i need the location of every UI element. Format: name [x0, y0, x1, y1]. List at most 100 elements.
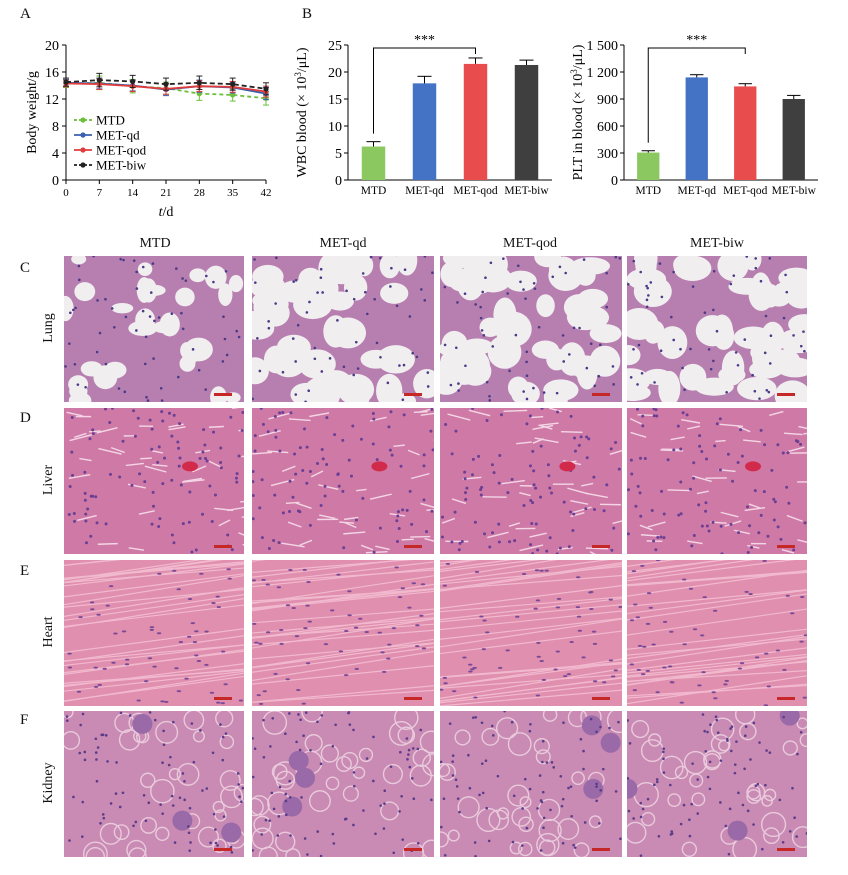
nucleus	[157, 572, 162, 575]
nucleus	[395, 539, 399, 543]
nucleus	[592, 680, 598, 683]
nucleus	[320, 714, 324, 717]
sinusoid	[66, 411, 83, 417]
nucleus	[572, 326, 576, 330]
nucleus	[276, 586, 282, 589]
nucleus	[422, 453, 426, 457]
nucleus	[636, 408, 640, 411]
nucleus	[757, 531, 761, 535]
nucleus	[559, 774, 563, 778]
nucleus	[589, 717, 593, 721]
nucleus	[528, 729, 532, 733]
nucleus	[785, 485, 789, 489]
nucleus	[701, 713, 705, 716]
nucleus	[759, 279, 763, 283]
nucleus	[113, 632, 118, 635]
nucleus	[402, 413, 406, 417]
significance-label: ***	[686, 33, 707, 48]
nucleus	[640, 673, 646, 676]
nucleus	[652, 539, 656, 543]
nucleus	[781, 840, 785, 844]
nucleus	[209, 691, 215, 694]
nucleus	[225, 353, 229, 357]
nucleus	[539, 444, 543, 448]
nucleus	[303, 627, 308, 630]
muscle-fiber	[64, 604, 244, 628]
bar	[782, 99, 805, 180]
alveolus	[271, 347, 307, 378]
nucleus	[252, 622, 257, 625]
nucleus	[256, 337, 259, 340]
nucleus	[319, 276, 323, 280]
nucleus	[781, 451, 785, 455]
nucleus	[95, 779, 99, 783]
histology-image-kidney-mtd	[64, 711, 244, 857]
nucleus	[556, 597, 562, 600]
muscle-fiber	[252, 613, 434, 639]
nucleus	[571, 529, 575, 533]
sinusoid	[737, 425, 751, 433]
scale-bar	[592, 697, 610, 700]
nucleus	[172, 569, 177, 572]
nucleus	[101, 733, 105, 737]
nucleus	[479, 493, 483, 497]
nucleus	[419, 728, 423, 732]
sinusoid	[724, 520, 742, 527]
nucleus	[454, 346, 458, 350]
nucleus	[72, 511, 76, 515]
nucleus	[150, 447, 154, 451]
scale-bar	[214, 393, 232, 396]
nucleus	[128, 714, 132, 717]
nucleus	[636, 668, 641, 671]
nucleus	[715, 718, 719, 722]
sinusoid	[288, 418, 311, 422]
nucleus	[296, 323, 300, 327]
bar-group	[734, 83, 757, 180]
row-label-lung: Lung	[41, 313, 56, 343]
nucleus	[670, 315, 673, 319]
nucleus	[178, 796, 182, 800]
y-tick-label: 8	[52, 120, 59, 135]
x-tick-label: 42	[261, 187, 272, 199]
nucleus	[184, 279, 188, 282]
muscle-fiber	[252, 567, 434, 588]
sinusoid	[310, 470, 324, 478]
nucleus	[309, 749, 312, 752]
nucleus	[98, 331, 102, 335]
nucleus	[405, 508, 409, 512]
y-tick-label: 5	[335, 147, 342, 162]
nucleus	[426, 371, 430, 374]
nucleus	[645, 669, 651, 672]
nucleus	[252, 579, 257, 582]
nucleus	[536, 641, 541, 644]
nucleus	[551, 275, 555, 279]
nucleus	[219, 460, 223, 464]
nucleus	[637, 343, 641, 347]
nucleus	[582, 767, 585, 771]
nucleus	[677, 513, 681, 517]
alveolus	[784, 276, 807, 309]
nucleus	[293, 452, 297, 456]
nucleus	[90, 608, 95, 611]
nucleus	[672, 338, 676, 342]
muscle-fiber	[64, 574, 244, 606]
sinusoid	[74, 432, 87, 438]
sinusoid	[252, 451, 273, 455]
tubule	[252, 795, 270, 816]
alveolus	[643, 320, 663, 344]
sinusoid	[572, 506, 592, 514]
legend-label: MET-qd	[96, 128, 140, 143]
nucleus	[124, 663, 130, 666]
nucleus	[679, 447, 683, 451]
nucleus	[284, 799, 288, 803]
alveolus	[252, 264, 284, 289]
nucleus	[152, 665, 157, 668]
nucleus	[490, 463, 494, 467]
nucleus	[633, 603, 638, 606]
significance-label: ***	[414, 33, 435, 48]
nucleus	[679, 512, 683, 516]
tubule	[447, 829, 460, 842]
sinusoid	[639, 524, 653, 531]
nucleus	[444, 423, 448, 427]
nucleus	[203, 443, 207, 447]
